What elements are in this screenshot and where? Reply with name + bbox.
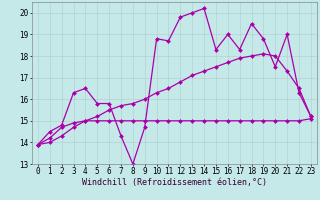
X-axis label: Windchill (Refroidissement éolien,°C): Windchill (Refroidissement éolien,°C): [82, 178, 267, 187]
